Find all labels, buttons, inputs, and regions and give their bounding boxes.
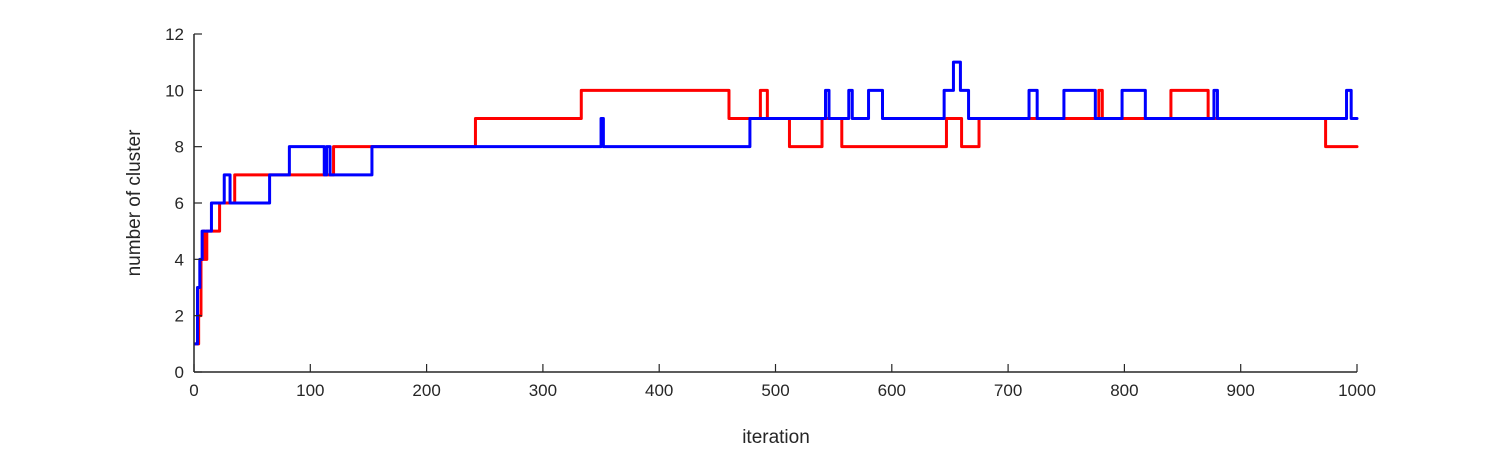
x-tick-label: 600	[878, 381, 906, 400]
series-line-1	[193, 88, 1359, 346]
series-line-2	[193, 60, 1359, 346]
y-tick-label: 12	[165, 25, 184, 44]
x-tick-label: 900	[1227, 381, 1255, 400]
y-tick-label: 6	[175, 194, 184, 213]
y-tick-label: 2	[175, 307, 184, 326]
y-tick-label: 8	[175, 138, 184, 157]
x-axis-title: iteration	[742, 427, 810, 448]
y-axis-title: number of cluster	[124, 129, 145, 276]
x-tick-label: 1000	[1338, 381, 1376, 400]
x-tick-label: 0	[189, 381, 198, 400]
x-tick-label: 400	[645, 381, 673, 400]
series-layer	[193, 60, 1359, 346]
x-tick-label: 700	[994, 381, 1022, 400]
x-tick-label: 500	[761, 381, 789, 400]
y-tick-label: 10	[165, 81, 184, 100]
x-tick-label: 300	[529, 381, 557, 400]
axes-layer: 0 100 200 300 400 500 600 700 800 900 1000 0 2 4 6 8 10 1…	[165, 25, 1376, 400]
x-tick-label: 800	[1110, 381, 1138, 400]
y-tick-label: 4	[175, 250, 184, 269]
y-tick-label: 0	[175, 363, 184, 382]
x-tick-label: 200	[412, 381, 440, 400]
x-tick-label: 100	[296, 381, 324, 400]
